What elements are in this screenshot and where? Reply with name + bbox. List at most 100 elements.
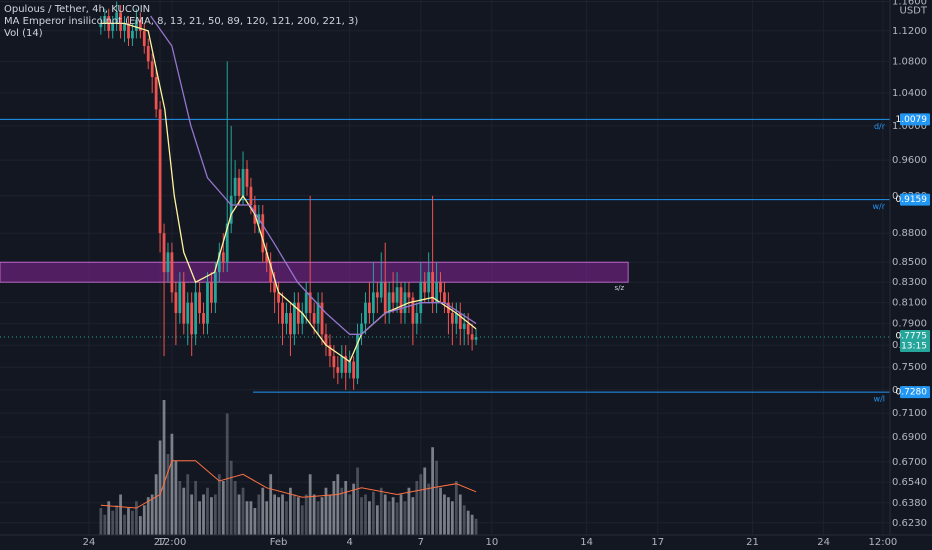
volume-ma-line [100, 460, 477, 509]
volume-bar [375, 505, 379, 535]
candle-body [210, 282, 213, 303]
level-price-label: 1.0079 [896, 115, 928, 125]
y-tick-label: 0.7900 [892, 319, 927, 330]
level-label: d/r [874, 122, 886, 131]
candle-body [285, 313, 288, 324]
x-tick-label: 21 [746, 537, 759, 548]
candle-body [379, 282, 383, 298]
zone-label: s/z [614, 284, 624, 292]
volume-bar [403, 501, 407, 535]
volume-bar [447, 497, 450, 535]
volume-bar [474, 518, 478, 535]
volume-bar [123, 514, 126, 535]
y-tick-label: 1.0800 [892, 56, 927, 67]
volume-bar [466, 510, 470, 535]
volume-bar [170, 433, 174, 535]
candle-body [166, 252, 170, 273]
volume-bar [340, 487, 344, 535]
volume-bar [103, 514, 107, 535]
x-tick-label: 17 [651, 537, 664, 548]
candle-body [415, 313, 419, 324]
volume-bar [158, 440, 162, 535]
candle-body [277, 292, 280, 303]
candle-body [300, 313, 304, 324]
volume-bar [462, 505, 466, 535]
volume-bar [127, 508, 130, 535]
candle-body [217, 252, 221, 273]
level-label: w/l [874, 395, 885, 404]
volume-bar [450, 501, 454, 535]
candle-body [135, 19, 138, 31]
volume-bar [470, 514, 474, 535]
candle-body [348, 361, 352, 373]
y-tick-label: 0.6900 [892, 432, 927, 443]
volume-bar [312, 494, 316, 535]
candle-body [289, 313, 292, 335]
volume-bar [261, 487, 265, 535]
volume-bar [99, 508, 103, 535]
volume-bar [320, 497, 324, 535]
candle-body [308, 292, 312, 314]
volume-bar [427, 483, 431, 535]
y-tick-label: 0.9600 [892, 155, 927, 166]
support-zone [0, 261, 629, 283]
candle-body [265, 252, 269, 263]
level-price-box [900, 386, 930, 399]
ma-line [100, 22, 477, 363]
candle-body [213, 272, 217, 303]
volume-bar [356, 467, 359, 535]
candle-body [431, 272, 435, 303]
candle-body [439, 282, 442, 293]
candle-body [419, 282, 423, 314]
candle-body [356, 334, 359, 379]
volume-bar [198, 501, 201, 535]
volume-bar [328, 494, 332, 535]
candle-body [427, 272, 431, 293]
candle-body [142, 30, 146, 46]
candle-body [336, 367, 340, 373]
candle-body [371, 292, 375, 314]
candle-body [375, 292, 379, 298]
candle-body [474, 336, 478, 340]
y-tick-label: 0.8100 [892, 298, 927, 309]
price-axis [890, 0, 932, 550]
symbol-title: Opulous / Tether, 4h, KUCOIN [4, 4, 150, 15]
volume-bar [265, 501, 269, 535]
candle-body [399, 287, 403, 314]
candle-body [182, 282, 186, 324]
candle-body [138, 19, 142, 31]
volume-bar [431, 447, 435, 535]
candle-body [194, 292, 198, 335]
volume-bar [407, 487, 411, 535]
x-tick-label: 14 [580, 537, 593, 548]
volume-bar [285, 501, 288, 535]
candle-body [450, 313, 454, 324]
volume-bar [332, 481, 336, 535]
candle-body [296, 302, 300, 324]
candle-body [158, 109, 162, 234]
volume-bar [119, 494, 122, 535]
candle-body [443, 292, 446, 303]
candle-body [435, 282, 438, 303]
candle-body [395, 287, 399, 303]
volume-bar [423, 467, 427, 535]
volume-bar [131, 510, 134, 535]
volume-bar [435, 460, 438, 535]
volume-bar [174, 460, 178, 535]
candle-body [364, 302, 367, 324]
last-price-box [900, 329, 930, 352]
volume-bar [344, 481, 348, 535]
indicator-label: MA Emperor insilicoinot (EMA, 8, 13, 21,… [4, 16, 358, 27]
candle-body [344, 356, 348, 373]
candle-body [458, 313, 462, 329]
volume-bar [166, 454, 170, 535]
volume-bar [296, 497, 300, 535]
volume-bar [150, 494, 154, 535]
candle-body [198, 292, 201, 314]
candle-body [332, 356, 336, 368]
volume-bar [304, 494, 308, 535]
x-tick-label: 27 [154, 537, 167, 548]
level-price-label: 0.9159 [896, 195, 928, 205]
candle-body [261, 214, 265, 253]
candle-body [324, 334, 328, 346]
